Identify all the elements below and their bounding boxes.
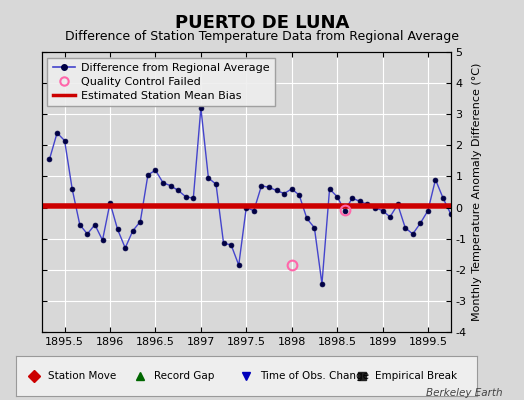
Text: Difference of Station Temperature Data from Regional Average: Difference of Station Temperature Data f… <box>65 30 459 43</box>
Text: PUERTO DE LUNA: PUERTO DE LUNA <box>175 14 349 32</box>
Legend: Difference from Regional Average, Quality Control Failed, Estimated Station Mean: Difference from Regional Average, Qualit… <box>48 58 275 106</box>
Text: Record Gap: Record Gap <box>154 371 214 381</box>
Text: Empirical Break: Empirical Break <box>375 371 457 381</box>
Text: Station Move: Station Move <box>48 371 116 381</box>
Text: Berkeley Earth: Berkeley Earth <box>427 388 503 398</box>
Text: Time of Obs. Change: Time of Obs. Change <box>260 371 369 381</box>
Y-axis label: Monthly Temperature Anomaly Difference (°C): Monthly Temperature Anomaly Difference (… <box>472 63 482 321</box>
